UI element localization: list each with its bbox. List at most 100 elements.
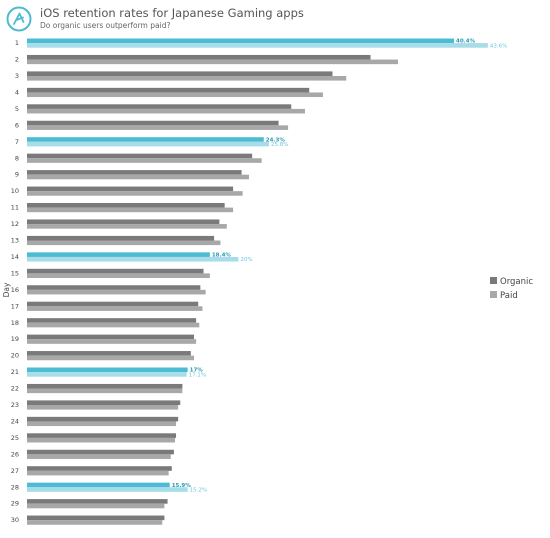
bar-organic bbox=[27, 170, 242, 175]
bar-paid bbox=[27, 520, 163, 525]
legend-swatch-paid bbox=[490, 291, 497, 298]
data-label-organic: 15.9% bbox=[172, 483, 192, 489]
bar-paid bbox=[27, 43, 488, 48]
bar-paid bbox=[27, 59, 399, 65]
day-tick-label: 24 bbox=[11, 417, 19, 425]
day-tick-label: 23 bbox=[11, 401, 19, 409]
day-tick-label: 20 bbox=[11, 352, 19, 360]
bar-organic bbox=[27, 268, 204, 274]
data-label-organic: 17% bbox=[190, 368, 204, 374]
day-tick-label: 8 bbox=[15, 154, 19, 162]
bar-organic bbox=[27, 235, 215, 241]
bar-paid bbox=[27, 273, 210, 278]
data-label-organic: 18.4% bbox=[212, 253, 232, 259]
bar-paid bbox=[27, 339, 197, 344]
data-label-organic: 40.4% bbox=[456, 39, 476, 45]
day-tick-label: 10 bbox=[11, 187, 19, 195]
bar-organic bbox=[27, 38, 455, 44]
bar-paid bbox=[27, 191, 243, 196]
bar-paid bbox=[27, 207, 234, 213]
day-tick-label: 5 bbox=[15, 105, 19, 113]
bar-organic bbox=[27, 334, 195, 340]
bar-organic bbox=[27, 71, 333, 76]
bar-paid bbox=[27, 125, 289, 130]
bar-paid bbox=[27, 108, 305, 114]
bar-organic bbox=[27, 153, 253, 159]
data-label-paid: 43.6% bbox=[490, 43, 507, 49]
day-tick-label: 12 bbox=[11, 220, 19, 228]
legend-label-organic: Organic bbox=[500, 277, 533, 287]
day-tick-label: 17 bbox=[11, 302, 19, 310]
bar-organic bbox=[27, 252, 210, 257]
bar-paid bbox=[27, 487, 188, 492]
bar-paid bbox=[27, 289, 206, 295]
data-label-paid: 15.2% bbox=[190, 487, 207, 493]
day-tick-label: 6 bbox=[15, 121, 19, 129]
bar-paid bbox=[27, 306, 203, 311]
day-tick-label: 25 bbox=[11, 434, 19, 442]
bar-paid bbox=[27, 470, 169, 476]
bar-organic bbox=[27, 318, 197, 323]
day-tick-label: 16 bbox=[11, 286, 19, 294]
bar-organic bbox=[27, 301, 199, 307]
day-tick-label: 15 bbox=[11, 269, 19, 277]
legend: Organic Paid bbox=[490, 277, 533, 301]
day-tick-label: 28 bbox=[11, 483, 19, 491]
bar-organic bbox=[27, 285, 201, 290]
day-tick-label: 22 bbox=[11, 385, 19, 393]
bar-organic bbox=[27, 87, 310, 93]
bar-paid bbox=[27, 76, 347, 81]
bar-organic bbox=[27, 120, 279, 126]
bar-organic bbox=[27, 466, 172, 471]
data-label-paid: 25.8% bbox=[271, 142, 288, 148]
bar-organic bbox=[27, 186, 234, 192]
day-tick-label: 30 bbox=[11, 516, 19, 524]
bar-paid bbox=[27, 437, 175, 443]
day-tick-label: 27 bbox=[11, 467, 19, 475]
day-tick-label: 2 bbox=[15, 56, 19, 64]
day-tick-label: 19 bbox=[11, 335, 19, 343]
bar-paid bbox=[27, 92, 323, 98]
bar-organic bbox=[27, 383, 183, 389]
bar-paid bbox=[27, 388, 183, 394]
day-tick-label: 18 bbox=[11, 319, 19, 327]
bars-group bbox=[27, 38, 488, 525]
bar-paid bbox=[27, 454, 171, 459]
day-tick-label: 3 bbox=[15, 72, 19, 80]
day-tick-label: 13 bbox=[11, 237, 19, 245]
day-tick-label: 7 bbox=[15, 138, 19, 146]
data-label-paid: 20% bbox=[240, 257, 252, 263]
bar-organic bbox=[27, 137, 264, 142]
bar-organic bbox=[27, 219, 220, 225]
bar-paid bbox=[27, 240, 221, 246]
y-axis-label: Day bbox=[2, 282, 11, 297]
bar-paid bbox=[27, 421, 177, 427]
bar-organic bbox=[27, 482, 170, 488]
bar-paid bbox=[27, 322, 200, 328]
bar-paid bbox=[27, 355, 195, 361]
day-tick-label: 4 bbox=[15, 88, 19, 96]
data-labels: 40.4% 43.6% 24.3%25.8% 18.4% 20% 17%17.1% 15.9… bbox=[172, 39, 508, 494]
bar-organic bbox=[27, 203, 225, 208]
bar-paid bbox=[27, 158, 262, 163]
day-tick-label: 26 bbox=[11, 450, 19, 458]
bar-paid bbox=[27, 405, 179, 410]
bar-paid bbox=[27, 256, 239, 262]
day-tick-label: 29 bbox=[11, 500, 19, 508]
bar-organic bbox=[27, 433, 177, 438]
bar-paid bbox=[27, 174, 249, 180]
bar-organic bbox=[27, 104, 292, 109]
bar-paid bbox=[27, 503, 165, 509]
chart-subtitle: Do organic users outperform paid? bbox=[40, 21, 171, 30]
day-tick-label: 1 bbox=[15, 39, 19, 47]
day-tick-label: 21 bbox=[11, 368, 19, 376]
bar-paid bbox=[27, 372, 187, 377]
bar-organic bbox=[27, 499, 168, 504]
day-tick-label: 11 bbox=[11, 204, 19, 212]
bar-organic bbox=[27, 54, 371, 60]
bar-paid bbox=[27, 141, 270, 147]
data-label-organic: 24.3% bbox=[266, 137, 286, 143]
bar-organic bbox=[27, 416, 179, 422]
bar-organic bbox=[27, 400, 181, 405]
